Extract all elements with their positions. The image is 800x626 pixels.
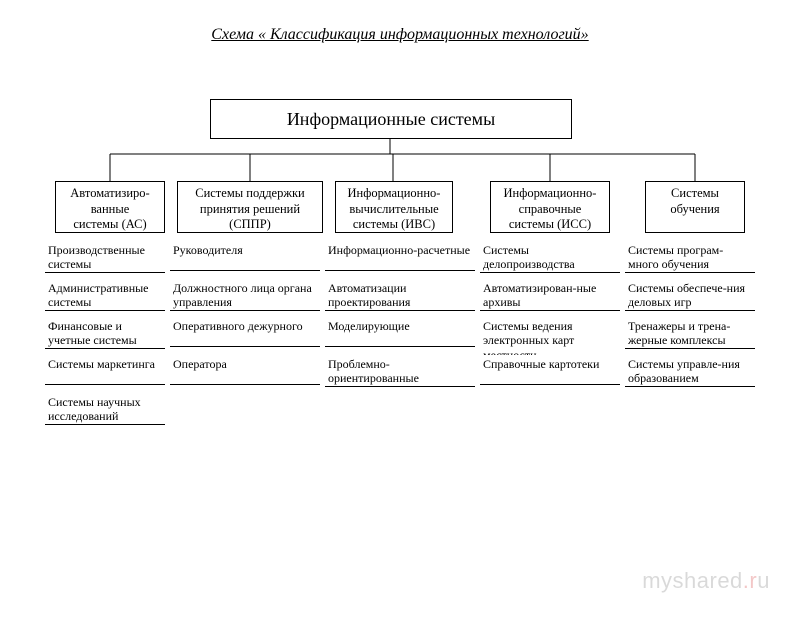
- sub-node-2-2: Моделирующие: [325, 317, 475, 347]
- category-node-0: Автоматизиро-ванныесистемы (АС): [55, 181, 165, 233]
- sub-node-4-2: Тренажеры и трена-жерные комплексы: [625, 317, 755, 349]
- sub-node-1-1: Должностного лица органа управления: [170, 279, 320, 311]
- page-title: Схема « Классификация информационных тех…: [0, 26, 800, 44]
- sub-node-3-1: Автоматизирован-ные архивы: [480, 279, 620, 311]
- sub-node-0-3: Системы маркетинга: [45, 355, 165, 385]
- sub-node-4-0: Системы програм-много обучения: [625, 241, 755, 273]
- sub-node-4-1: Системы обеспече-ния деловых игр: [625, 279, 755, 311]
- watermark: myshared.ru: [642, 568, 770, 594]
- sub-node-3-0: Системы делопроизводства: [480, 241, 620, 273]
- sub-node-2-1: Автоматизации проектирования: [325, 279, 475, 311]
- watermark-suffix: u: [757, 568, 770, 593]
- sub-node-4-3: Системы управле-ния образованием: [625, 355, 755, 387]
- sub-node-0-4: Системы научных исследований: [45, 393, 165, 425]
- watermark-text: myshared: [642, 568, 743, 593]
- sub-node-0-2: Финансовые и учетные системы: [45, 317, 165, 349]
- sub-node-0-0: Производственные системы: [45, 241, 165, 273]
- sub-node-1-0: Руководителя: [170, 241, 320, 271]
- category-node-3: Информационно-справочныесистемы (ИСС): [490, 181, 610, 233]
- sub-node-2-0: Информационно-расчетные: [325, 241, 475, 271]
- category-node-4: Системыобучения: [645, 181, 745, 233]
- sub-node-1-2: Оперативного дежурного: [170, 317, 320, 347]
- sub-node-1-3: Оператора: [170, 355, 320, 385]
- root-node: Информационные системы: [210, 99, 572, 139]
- sub-node-0-1: Административные системы: [45, 279, 165, 311]
- sub-node-3-3: Справочные картотеки: [480, 355, 620, 385]
- sub-node-2-3: Проблемно-ориентированные: [325, 355, 475, 387]
- category-node-1: Системы поддержкипринятия решений(СППР): [177, 181, 323, 233]
- category-node-2: Информационно-вычислительныесистемы (ИВС…: [335, 181, 453, 233]
